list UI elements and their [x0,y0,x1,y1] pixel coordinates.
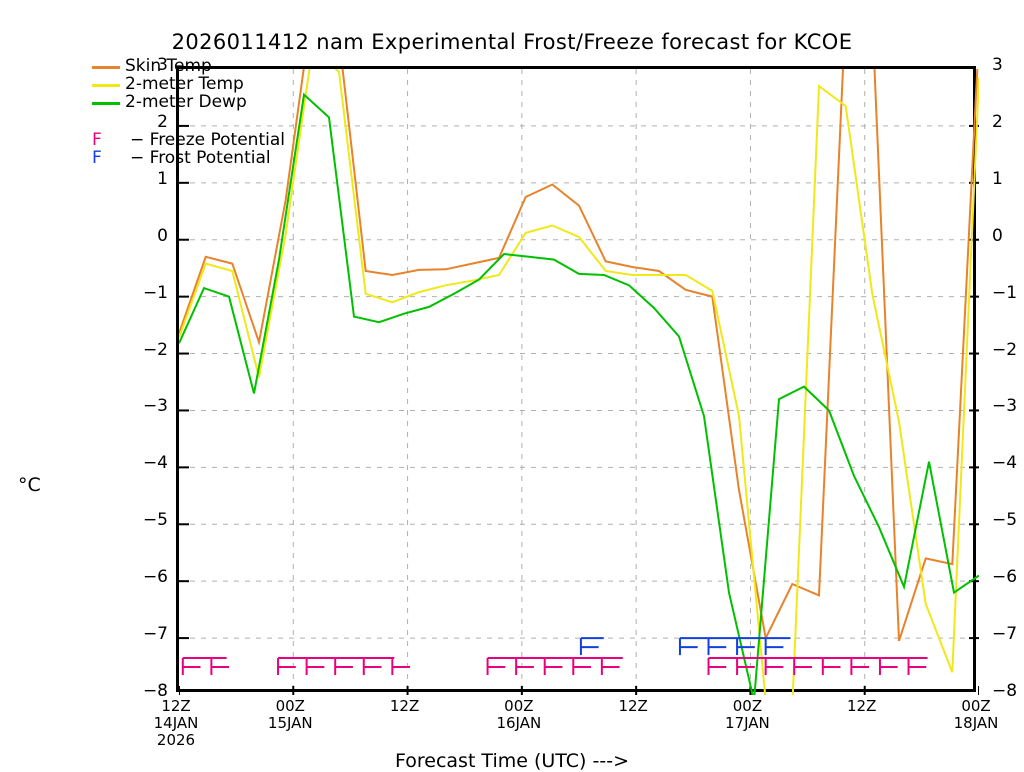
plot-area [176,66,979,695]
x-tick-line-l1: 12Z [389,697,420,715]
x-tick-line-l1: 00Z [732,697,763,715]
x-tick-line-l2: 14JAN [153,714,199,732]
legend-label-2m-temp: 2-meter Temp [125,74,244,94]
x-tick-line-l2: 18JAN [953,714,999,732]
x-tick-label-3: 00Z 16JAN [469,698,569,732]
legend-label-freeze-potential: − Freeze Potential [130,130,285,150]
y-axis-title: °C [18,474,41,496]
legend-item-freeze-potential: F − Freeze Potential [92,130,392,150]
y-tick-label-right-7: −4 [992,453,1018,474]
x-tick-line-l1: 00Z [961,697,991,715]
x-tick-line-l1: 00Z [275,697,305,715]
y-tick-label-right-10: −7 [992,624,1018,645]
y-tick-label-left-10: −7 [142,624,168,645]
series-line-2-meter-dewp [179,92,979,695]
x-tick-label-7: 00Z 18JAN [926,698,1024,732]
x-tick-line-l1: 12Z [161,697,191,715]
y-tick-label-left-0: 3 [157,55,168,75]
y-tick-label-left-3: 0 [157,225,168,246]
x-tick-line-l2: 16JAN [496,714,542,732]
legend-item-skin-temp: Skin Temp [92,56,392,76]
x-tick-line-l1: 12Z [618,697,648,715]
x-tick-line-l3: 2026 [156,731,196,749]
legend-label-skin-temp: Skin Temp [125,56,212,76]
y-tick-label-right-9: −6 [992,567,1018,588]
legend-item-frost-potential: F − Frost Potential [92,148,392,168]
x-tick-line-l2: 15JAN [267,714,313,732]
series-line-2-meter-temp [179,69,979,695]
y-tick-label-right-5: −2 [992,339,1018,360]
legend-line-swatch-2m-dewp [92,102,120,105]
legend-item-2m-temp: 2-meter Temp [92,74,392,94]
legend-line-swatch-2m-temp [92,84,120,87]
freeze-potential-bar-1 [277,657,411,676]
x-tick-label-5: 00Z 17JAN [697,698,797,732]
freeze-potential-bar-3 [707,657,928,676]
y-tick-label-left-4: −1 [142,282,168,303]
y-tick-label-right-2: 1 [992,168,1003,189]
legend-item-2m-dewp: 2-meter Dewp [92,92,392,112]
y-tick-label-right-0: 3 [992,55,1003,75]
y-tick-label-right-4: −1 [992,282,1018,303]
y-tick-label-right-8: −5 [992,510,1018,531]
y-tick-label-right-3: 0 [992,225,1003,246]
freeze-potential-bar-0 [181,657,230,676]
x-tick-label-6: 12Z [812,698,912,715]
legend-label-2m-dewp: 2-meter Dewp [125,92,247,112]
y-tick-label-left-9: −6 [142,567,168,588]
x-tick-line-l2: 17JAN [725,714,770,732]
y-tick-label-left-7: −4 [142,453,168,474]
plot-svg [179,69,979,695]
page-title: 2026011412 nam Experimental Frost/Freeze… [171,30,853,54]
frost-potential-bar-1 [678,637,791,656]
y-tick-label-right-6: −3 [992,396,1018,417]
x-tick-label-2: 12Z [355,698,455,715]
y-tick-label-left-11: −8 [142,681,168,701]
y-tick-label-right-11: −8 [992,681,1018,701]
x-axis-title: Forecast Time (UTC) ---> [395,750,629,772]
x-tick-label-4: 12Z [583,698,683,715]
y-tick-label-left-1: 2 [157,111,168,132]
series-line-skin-temp [179,69,979,642]
y-tick-label-right-1: 2 [992,111,1003,132]
legend-glyph-frost-potential: F [92,148,102,168]
x-tick-line-l1: 12Z [847,697,877,715]
y-tick-label-left-2: 1 [157,168,168,189]
x-tick-label-0: 12Z 14JAN 2026 [126,698,226,749]
legend-line-swatch-skin-temp [92,66,120,69]
chart-legend: Skin Temp 2-meter Temp 2-meter Dewp F − Free… [92,56,392,168]
x-tick-line-l1: 00Z [504,697,534,715]
y-tick-label-left-8: −5 [142,510,168,531]
x-tick-label-1: 00Z 15JAN [240,698,340,732]
y-tick-label-left-5: −2 [142,339,168,360]
y-tick-label-left-6: −3 [142,396,168,417]
freeze-potential-bar-2 [486,657,623,676]
frost-potential-bar-0 [579,637,604,656]
legend-label-frost-potential: − Frost Potential [130,148,271,168]
legend-glyph-freeze-potential: F [92,130,102,150]
